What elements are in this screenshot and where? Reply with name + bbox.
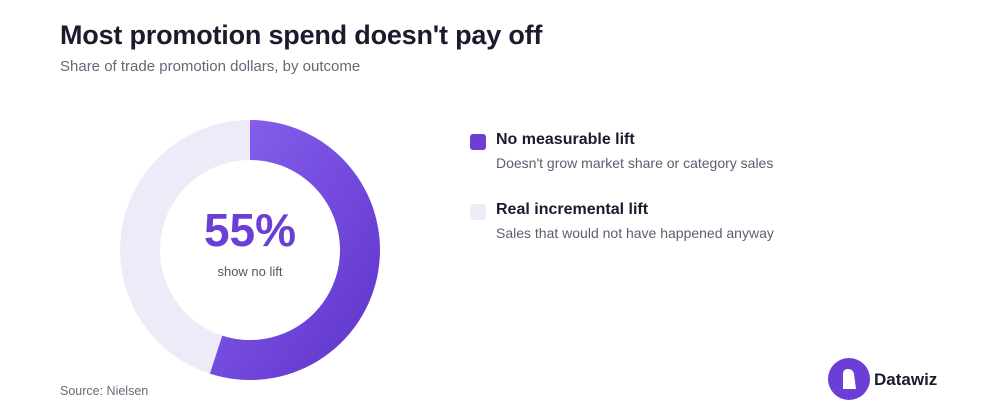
legend-label-no-lift: No measurable lift xyxy=(496,131,635,148)
legend-swatch-real-lift xyxy=(470,204,486,220)
center-value: 55% xyxy=(203,204,297,256)
datawiz-logo-icon xyxy=(828,358,870,400)
donut-slice-real-incremental-lift xyxy=(120,120,250,374)
legend-item-no-lift: No measurable lift Doesn't grow market s… xyxy=(470,131,910,201)
legend-description-no-lift: Doesn't grow market share or category sa… xyxy=(496,155,774,171)
donut-chart-svg xyxy=(120,120,380,381)
center-label: show no lift xyxy=(217,264,283,279)
legend-swatch-no-lift xyxy=(470,134,486,150)
legend-item-real-lift: Real incremental lift Sales that would n… xyxy=(470,201,910,271)
donut-chart: 55% show no lift xyxy=(110,110,390,390)
legend-description-real-lift: Sales that would not have happened anywa… xyxy=(496,225,774,241)
chart-subtitle: Share of trade promotion dollars, by out… xyxy=(60,58,361,75)
brand-name: Datawiz xyxy=(874,370,938,389)
legend: No measurable lift Doesn't grow market s… xyxy=(470,131,910,271)
donut-slice-no-measurable-lift xyxy=(209,120,380,381)
legend-label-real-lift: Real incremental lift xyxy=(496,201,649,218)
chart-title: Most promotion spend doesn't pay off xyxy=(60,20,543,50)
source-note: Source: Nielsen xyxy=(60,384,149,398)
